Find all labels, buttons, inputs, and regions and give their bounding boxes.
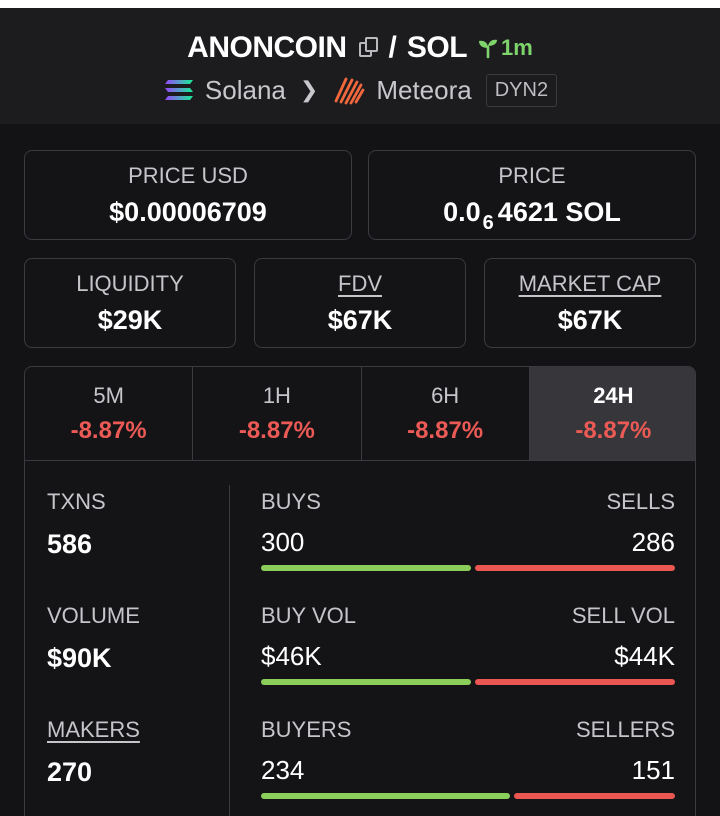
market-cap-value: $67K	[557, 305, 623, 335]
buys-sells-bar	[261, 565, 675, 571]
tab-change: -8.87%	[238, 417, 315, 444]
price-native-prefix: 0.0	[443, 197, 481, 227]
tab-label: 6H	[431, 383, 460, 408]
sellers-label: SELLERS	[575, 717, 675, 742]
copy-icon[interactable]	[358, 37, 379, 59]
pair-age-value: 1m	[501, 35, 533, 60]
price-native-value: 0.0 6 4621 SOL	[369, 197, 695, 235]
sells-label: SELLS	[606, 489, 676, 514]
volume-value: $90K	[47, 643, 112, 673]
tab-label: 1H	[262, 383, 291, 408]
tab-label: 5M	[93, 383, 124, 408]
chevron-right-icon: ❯	[299, 77, 319, 102]
tab-6h[interactable]: 6H -8.87%	[362, 367, 530, 460]
volume-row: VOLUME $90K BUY VOL SELL VOL $46K $44K	[25, 603, 695, 717]
pool-type-badge: DYN2	[485, 73, 558, 107]
buyers-sellers-bar	[261, 793, 675, 799]
volume-label: VOLUME	[47, 603, 140, 628]
makers-value: 270	[47, 757, 93, 787]
liquidity-label: LIQUIDITY	[76, 271, 184, 296]
price-native-suffix: 4621 SOL	[497, 197, 621, 227]
pair-header: ANONCOIN / SOL 1m Solana ❯	[0, 8, 720, 124]
pair-separator: /	[388, 31, 397, 64]
sell-vol-label: SELL VOL	[571, 603, 675, 628]
tab-change: -8.87%	[575, 417, 652, 444]
chain-link[interactable]: Solana	[204, 74, 286, 105]
top-edge	[0, 0, 720, 8]
solana-icon	[164, 80, 193, 100]
price-native-label: PRICE	[498, 163, 566, 188]
buy-vol-value: $46K	[261, 641, 322, 671]
transaction-stats: 5M -8.87% 1H -8.87% 6H -8.87% 24H -8.87%…	[24, 366, 696, 816]
pair-age: 1m	[477, 35, 533, 61]
buy-vol-bar-segment	[261, 679, 471, 685]
fdv-value: $67K	[327, 305, 393, 335]
sellers-value: 151	[631, 755, 675, 785]
price-usd-card: PRICE USD $0.00006709	[24, 150, 352, 240]
timeframe-tabs: 5M -8.87% 1H -8.87% 6H -8.87% 24H -8.87%	[25, 367, 695, 461]
fdv-label[interactable]: FDV	[338, 271, 382, 296]
buys-value: 300	[261, 527, 305, 557]
price-native-zero-count: 6	[482, 212, 494, 234]
buyers-bar-segment	[261, 793, 510, 799]
price-usd-label: PRICE USD	[128, 163, 248, 188]
market-cap-card: MARKET CAP $67K	[484, 258, 696, 348]
meteora-icon	[334, 77, 365, 105]
pair-breadcrumb: Solana ❯ Meteora DYN2	[0, 68, 720, 112]
price-native-card: PRICE 0.0 6 4621 SOL	[368, 150, 696, 240]
stats-divider	[229, 485, 230, 816]
quote-token: SOL	[406, 31, 468, 64]
buyers-label: BUYERS	[261, 717, 352, 742]
buyers-value: 234	[261, 755, 305, 785]
seedling-icon	[479, 39, 498, 59]
liquidity-value: $29K	[97, 305, 163, 335]
token-name: ANONCOIN	[187, 31, 347, 64]
buys-bar-segment	[261, 565, 471, 571]
sells-bar-segment	[475, 565, 675, 571]
sells-value: 286	[631, 527, 675, 557]
txns-value: 586	[47, 529, 93, 559]
tab-change: -8.87%	[407, 417, 484, 444]
tab-24h[interactable]: 24H -8.87%	[529, 367, 695, 460]
pair-title: ANONCOIN / SOL 1m	[0, 28, 720, 68]
makers-row: MAKERS 270 BUYERS SELLERS 234 151	[25, 717, 695, 816]
market-cap-label[interactable]: MARKET CAP	[518, 271, 662, 296]
txns-row: TXNS 586 BUYS SELLS 300 286	[25, 489, 695, 603]
txns-label: TXNS	[47, 489, 106, 514]
tab-label: 24H	[593, 383, 634, 408]
buy-vol-label: BUY VOL	[261, 603, 356, 628]
dex-link[interactable]: Meteora	[376, 74, 472, 105]
tab-change: -8.87%	[70, 417, 147, 444]
volume-bar	[261, 679, 675, 685]
price-usd-value: $0.00006709	[109, 197, 267, 227]
liquidity-card: LIQUIDITY $29K	[24, 258, 236, 348]
tab-5m[interactable]: 5M -8.87%	[25, 367, 194, 460]
sell-vol-value: $44K	[614, 641, 675, 671]
sell-vol-bar-segment	[475, 679, 675, 685]
buys-label: BUYS	[261, 489, 321, 514]
tab-1h[interactable]: 1H -8.87%	[193, 367, 362, 460]
makers-label[interactable]: MAKERS	[47, 717, 140, 742]
fdv-card: FDV $67K	[254, 258, 466, 348]
sellers-bar-segment	[514, 793, 675, 799]
